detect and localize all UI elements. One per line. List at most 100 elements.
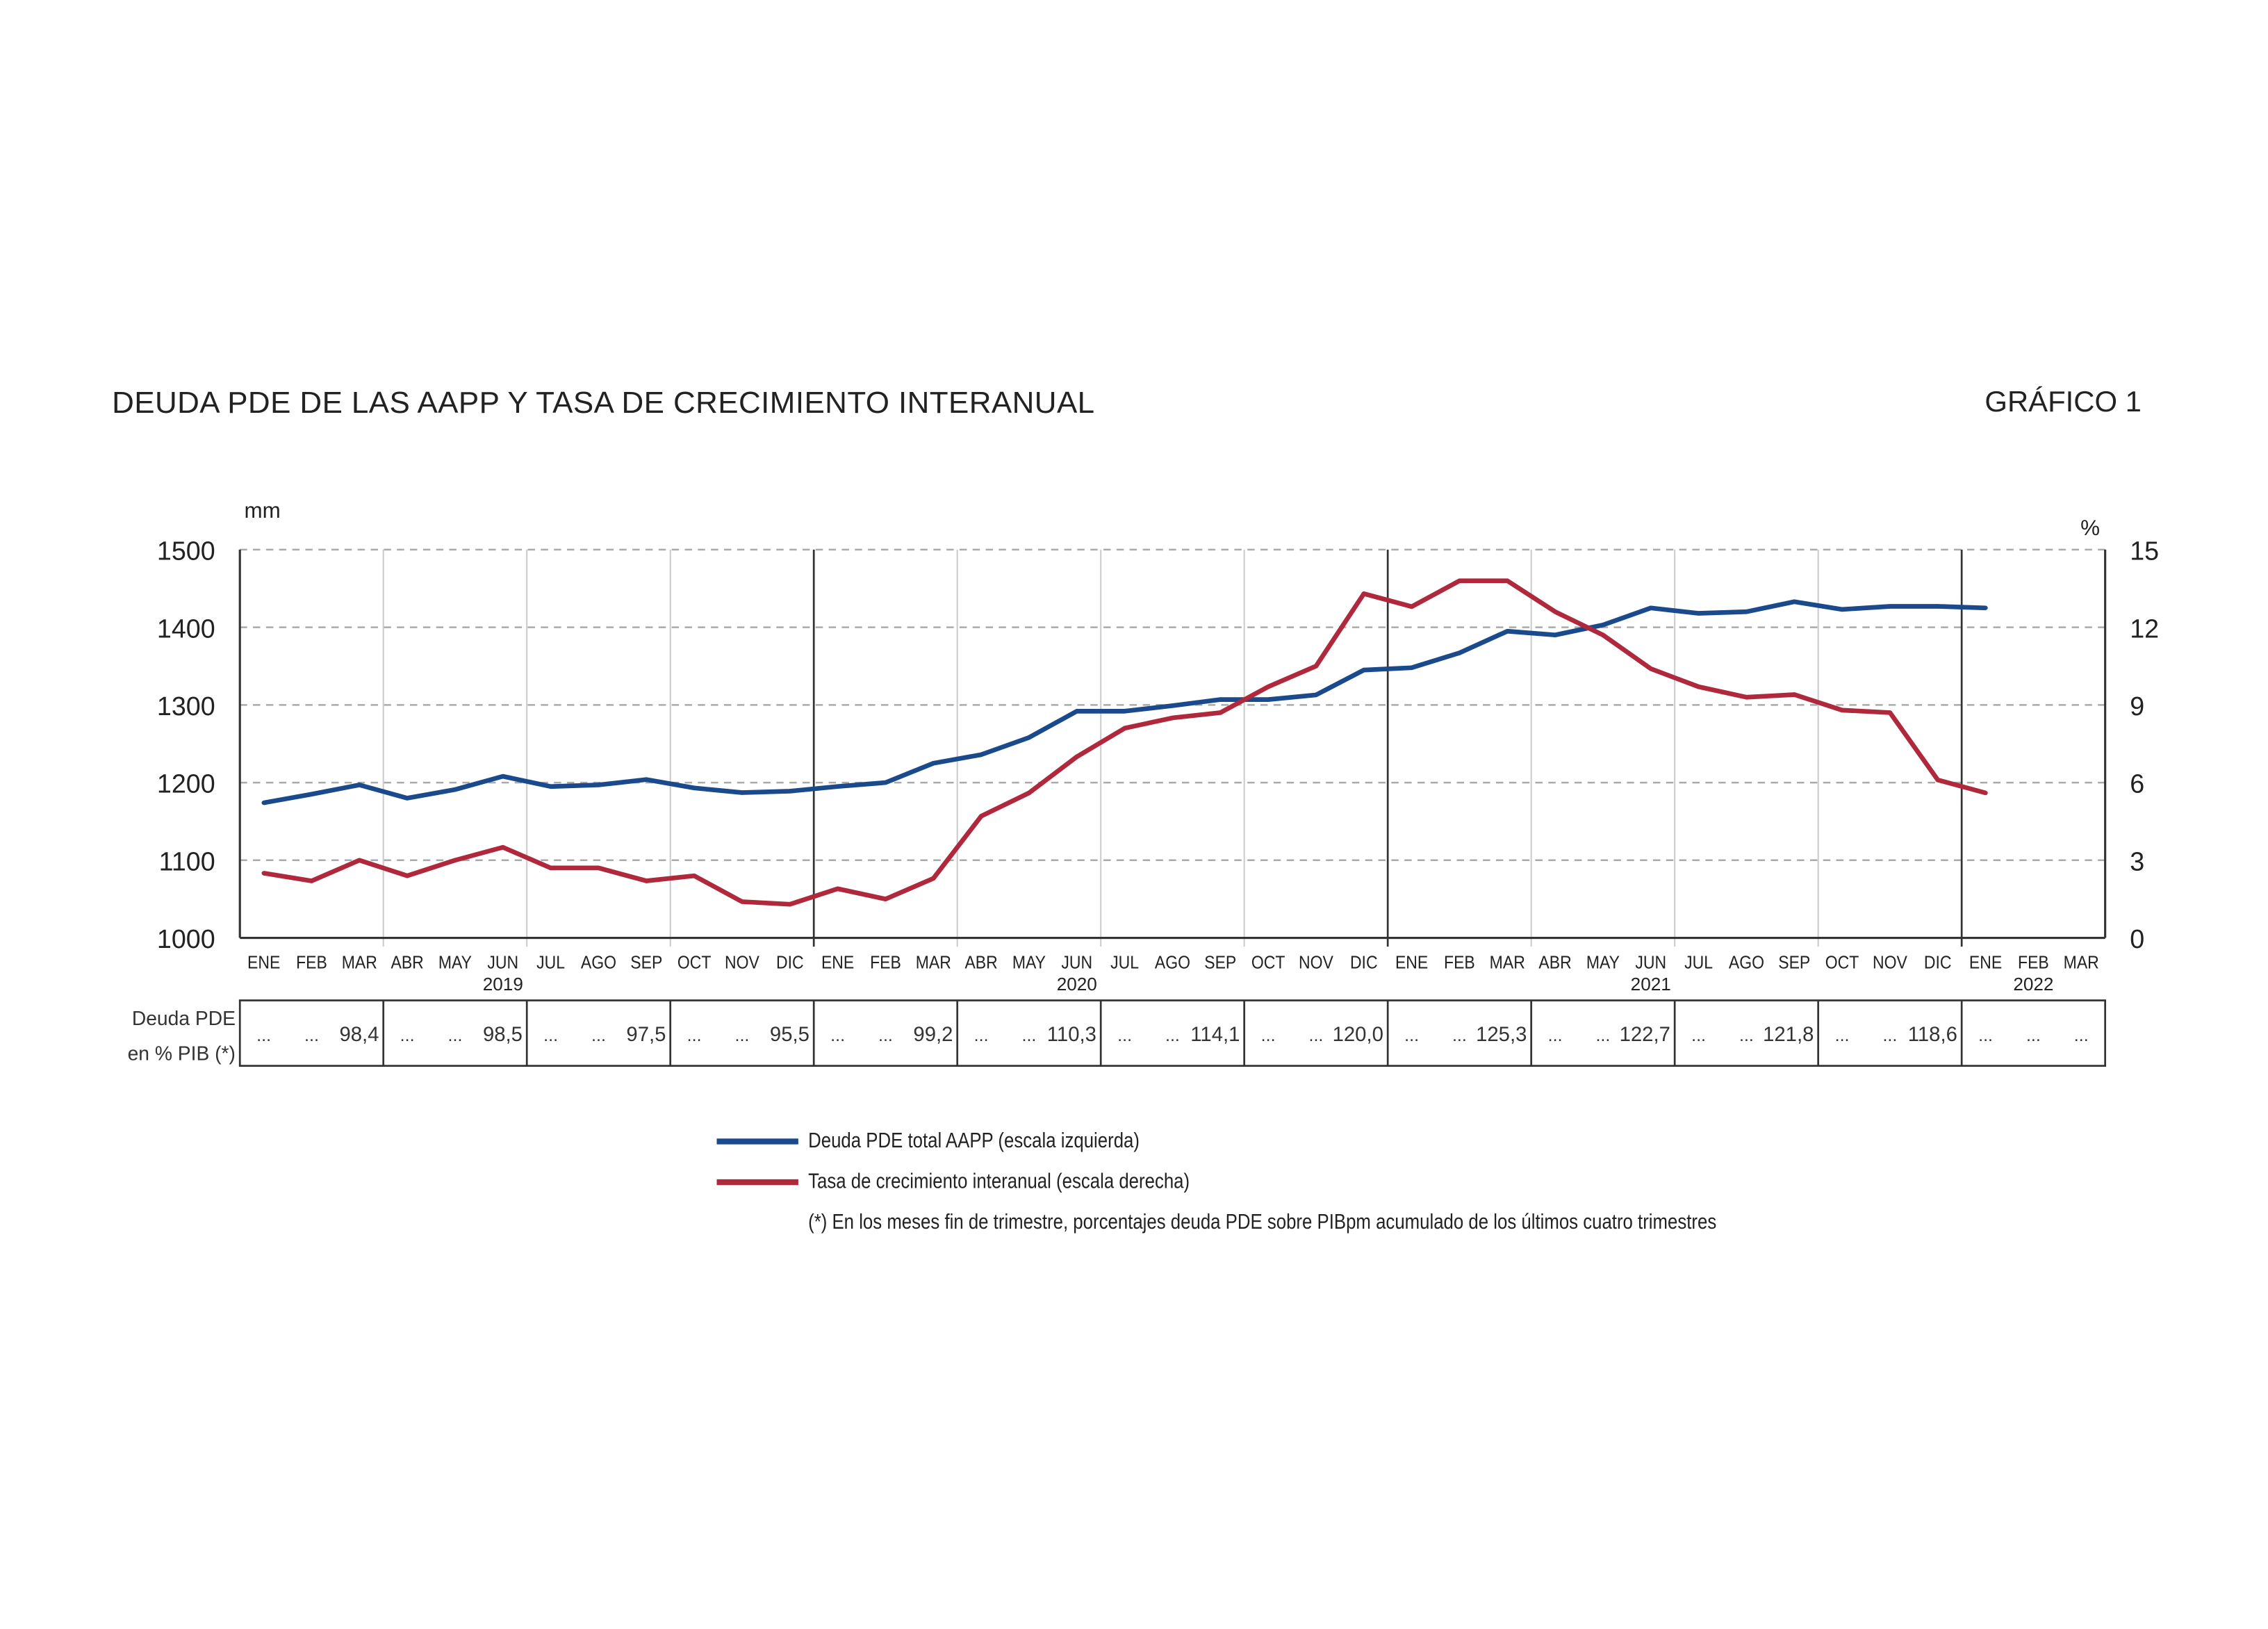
y-left-unit: mm bbox=[245, 498, 281, 523]
data-point-debt bbox=[691, 785, 697, 791]
table-value: 98,5 bbox=[483, 1023, 523, 1046]
table-value: 97,5 bbox=[626, 1023, 666, 1046]
data-point-debt bbox=[1074, 709, 1079, 714]
data-point-growth bbox=[1074, 754, 1079, 759]
data-point-growth bbox=[1409, 604, 1414, 609]
data-point-debt bbox=[1170, 703, 1175, 708]
series-line-debt bbox=[263, 599, 1986, 805]
data-point-growth bbox=[1839, 707, 1845, 712]
data-point-growth bbox=[500, 845, 505, 850]
data-point-growth bbox=[1170, 715, 1175, 721]
x-month-label: JUL bbox=[1684, 953, 1713, 973]
data-point-growth bbox=[883, 897, 888, 901]
table-placeholder: ... bbox=[1978, 1026, 1993, 1045]
data-point-growth bbox=[1696, 685, 1701, 689]
data-point-debt bbox=[931, 761, 936, 766]
x-month-label: ENE bbox=[821, 953, 854, 973]
legend-item-growth: Tasa de crecimiento interanual (escala d… bbox=[716, 1162, 1717, 1203]
data-point-growth bbox=[1648, 666, 1653, 671]
data-point-growth bbox=[309, 878, 314, 883]
x-month-label: MAY bbox=[1012, 953, 1046, 973]
data-point-growth bbox=[357, 858, 362, 862]
y-left-tick-label: 1200 bbox=[157, 769, 215, 799]
data-point-debt bbox=[1026, 735, 1032, 740]
x-month-label: SEP bbox=[1778, 953, 1810, 973]
data-point-growth bbox=[261, 871, 266, 876]
x-month-label: NOV bbox=[725, 953, 759, 973]
legend: Deuda PDE total AAPP (escala izquierda) … bbox=[716, 1121, 1717, 1243]
x-month-label: JUL bbox=[536, 953, 565, 973]
data-point-debt bbox=[1265, 697, 1271, 702]
data-point-debt bbox=[1122, 709, 1127, 714]
data-point-growth bbox=[405, 874, 410, 878]
data-point-debt bbox=[1600, 623, 1606, 628]
x-month-label: SEP bbox=[1204, 953, 1236, 973]
table-placeholder: ... bbox=[1595, 1026, 1610, 1045]
x-month-label: MAR bbox=[916, 953, 951, 973]
x-month-label: FEB bbox=[296, 953, 327, 973]
table-placeholder: ... bbox=[1165, 1026, 1180, 1045]
x-month-label: OCT bbox=[677, 953, 712, 973]
data-point-growth bbox=[1552, 609, 1558, 614]
data-point-growth bbox=[1744, 695, 1749, 700]
x-month-label: MAY bbox=[438, 953, 472, 973]
data-point-growth bbox=[1313, 664, 1319, 669]
data-point-debt bbox=[596, 783, 601, 787]
x-month-label: ABR bbox=[1538, 953, 1571, 973]
x-month-label: MAR bbox=[2064, 953, 2099, 973]
table-placeholder: ... bbox=[1548, 1026, 1563, 1045]
table-value: 114,1 bbox=[1190, 1023, 1240, 1046]
data-point-growth bbox=[452, 858, 458, 862]
y-right-tick-label: 6 bbox=[2130, 769, 2144, 799]
data-point-debt bbox=[1887, 604, 1893, 609]
table-placeholder: ... bbox=[448, 1026, 463, 1045]
data-point-growth bbox=[1457, 578, 1462, 583]
y-left-tick-label: 1000 bbox=[157, 924, 215, 953]
data-point-debt bbox=[452, 787, 458, 792]
x-month-label: MAR bbox=[1490, 953, 1525, 973]
x-month-label: JUN bbox=[1061, 953, 1092, 973]
x-month-label: MAY bbox=[1586, 953, 1620, 973]
data-point-growth bbox=[691, 874, 697, 878]
x-month-label: ENE bbox=[247, 953, 280, 973]
table-value: 95,5 bbox=[770, 1023, 810, 1046]
data-point-debt bbox=[1361, 667, 1366, 673]
x-year-label: 2019 bbox=[483, 974, 523, 994]
x-month-label: AGO bbox=[581, 953, 616, 973]
x-year-label: 2020 bbox=[1057, 974, 1097, 994]
y-right-tick-label: 0 bbox=[2130, 924, 2144, 953]
table-value: 125,3 bbox=[1476, 1023, 1527, 1046]
table-placeholder: ... bbox=[1739, 1026, 1754, 1045]
table-value: 110,3 bbox=[1047, 1023, 1096, 1046]
table-placeholder: ... bbox=[1452, 1026, 1467, 1045]
y-right-tick-label: 12 bbox=[2130, 614, 2159, 643]
data-point-debt bbox=[309, 792, 314, 796]
ratio-table bbox=[238, 999, 2107, 1067]
x-month-label: MAR bbox=[342, 953, 377, 973]
data-point-debt bbox=[1648, 605, 1653, 610]
x-month-label: ENE bbox=[1969, 953, 2002, 973]
data-point-debt bbox=[548, 784, 553, 789]
legend-label-growth: Tasa de crecimiento interanual (escala d… bbox=[808, 1170, 1190, 1194]
table-placeholder: ... bbox=[734, 1026, 749, 1045]
table-placeholder: ... bbox=[256, 1026, 271, 1045]
data-point-growth bbox=[1265, 685, 1271, 689]
table-placeholder: ... bbox=[2026, 1026, 2041, 1045]
y-left-tick-label: 1500 bbox=[157, 537, 215, 566]
x-month-label: AGO bbox=[1729, 953, 1764, 973]
data-point-debt bbox=[1983, 605, 1988, 610]
y-left-tick-label: 1100 bbox=[159, 846, 215, 876]
data-point-debt bbox=[357, 783, 362, 787]
data-point-debt bbox=[1696, 611, 1701, 616]
x-month-label: OCT bbox=[1825, 953, 1859, 973]
legend-label-debt: Deuda PDE total AAPP (escala izquierda) bbox=[808, 1129, 1140, 1154]
data-point-debt bbox=[978, 752, 984, 757]
x-month-label: FEB bbox=[2018, 953, 2049, 973]
x-month-label: NOV bbox=[1299, 953, 1333, 973]
table-placeholder: ... bbox=[400, 1026, 415, 1045]
data-point-debt bbox=[1935, 604, 1940, 609]
data-point-growth bbox=[1887, 710, 1893, 715]
table-value: 118,6 bbox=[1908, 1023, 1957, 1046]
x-month-label: ENE bbox=[1395, 953, 1428, 973]
